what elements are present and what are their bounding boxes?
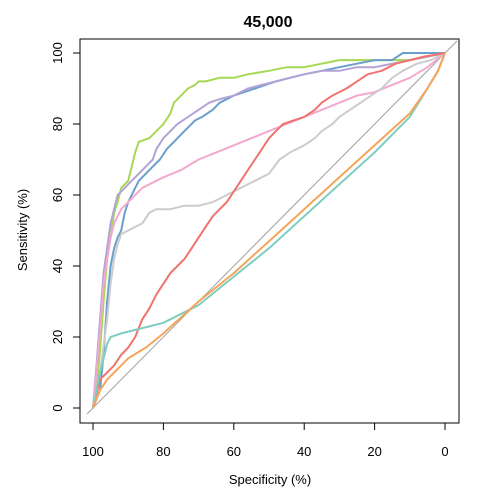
y-tick-label: 20 (50, 330, 65, 344)
y-tick-label: 80 (50, 117, 65, 131)
roc-curve-8 (92, 52, 446, 409)
x-tick-label: 100 (82, 444, 104, 459)
series-layer (86, 40, 458, 415)
x-tick-label: 0 (441, 444, 448, 459)
y-tick-label: 100 (50, 42, 65, 64)
x-axis-title: Specificity (%) (229, 472, 311, 487)
y-tick-label: 60 (50, 188, 65, 202)
y-tick-label: 0 (50, 404, 65, 411)
y-axis: 0 20 40 60 80 100 (50, 42, 81, 412)
roc-curve-4 (92, 52, 446, 409)
roc-curve-1 (92, 52, 446, 409)
x-tick-label: 40 (297, 444, 311, 459)
chart-title: 45,000 (244, 14, 293, 31)
y-axis-title: Sensitivity (%) (15, 189, 30, 271)
roc-curve-7 (92, 52, 446, 409)
x-tick-label: 80 (156, 444, 170, 459)
x-tick-label: 20 (367, 444, 381, 459)
roc-curve-6 (92, 52, 446, 409)
roc-curve-5 (92, 52, 446, 409)
roc-curve-3 (92, 52, 446, 409)
x-axis: 100 80 60 40 20 0 (82, 422, 449, 459)
x-tick-label: 60 (227, 444, 241, 459)
y-tick-label: 40 (50, 259, 65, 273)
reference-diagonal (86, 40, 458, 415)
